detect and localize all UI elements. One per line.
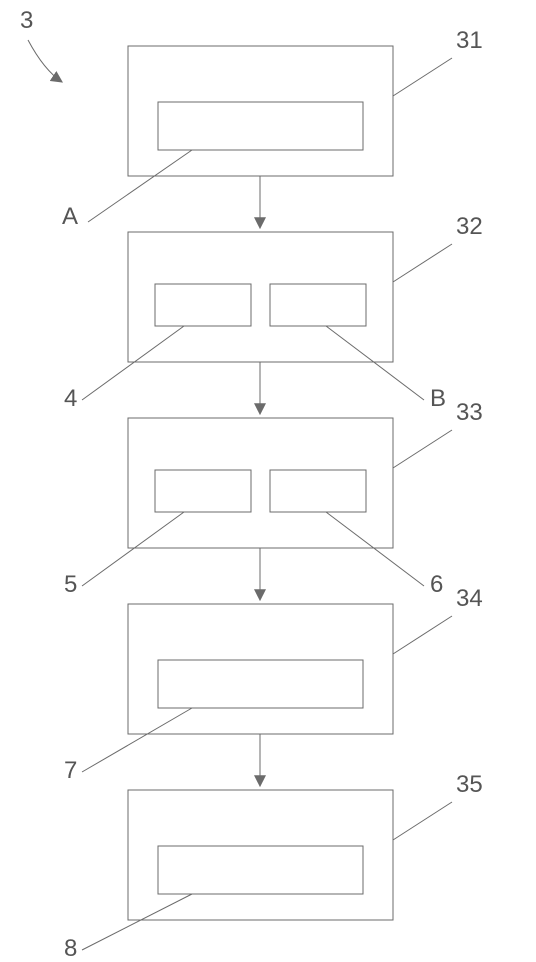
callout-line-8 — [82, 894, 192, 950]
callout-label-6: 6 — [430, 571, 443, 598]
block-b33-outer — [128, 418, 393, 548]
block-b34-inner-box7 — [158, 660, 363, 708]
callout-label-33: 33 — [456, 399, 483, 426]
callout-label-34: 34 — [456, 585, 483, 612]
block-b32-inner-box4 — [155, 284, 251, 326]
callout-line-33 — [393, 430, 452, 468]
block-b33-inner-box5 — [155, 470, 251, 512]
callout-label-35: 35 — [456, 771, 483, 798]
callout-line-34 — [393, 616, 452, 654]
callout-line-4 — [82, 326, 184, 400]
block-b33-inner-box6 — [270, 470, 366, 512]
block-b34-outer — [128, 604, 393, 734]
callout-line-A — [88, 150, 192, 222]
callout-label-B: B — [430, 385, 446, 412]
flow-diagram: 3 31 A 32 4 B 33 5 6 34 7 35 8 — [0, 0, 536, 962]
callout-line-35 — [393, 802, 452, 840]
callout-label-5: 5 — [64, 571, 77, 598]
block-b32-outer — [128, 232, 393, 362]
callout-label-8: 8 — [64, 935, 77, 962]
callout-label-7: 7 — [64, 757, 77, 784]
callout-label-32: 32 — [456, 213, 483, 240]
callout-line-31 — [393, 58, 452, 96]
block-b35-outer — [128, 790, 393, 920]
callout-line-5 — [82, 512, 184, 586]
callout-label-4: 4 — [64, 385, 77, 412]
block-b32-inner-boxB — [270, 284, 366, 326]
callout-line-6 — [326, 512, 424, 586]
callout-line-B — [326, 326, 424, 400]
callout-label-A: A — [62, 203, 78, 230]
callout-line-32 — [393, 244, 452, 282]
block-b31-outer — [128, 46, 393, 176]
block-b31-inner-A_box — [158, 102, 363, 150]
callout-line-7 — [82, 708, 192, 772]
block-b35-inner-box8 — [158, 846, 363, 894]
callout-label-31: 31 — [456, 27, 483, 54]
figure-label: 3 — [20, 7, 33, 34]
figure-label-arrow — [28, 40, 62, 82]
